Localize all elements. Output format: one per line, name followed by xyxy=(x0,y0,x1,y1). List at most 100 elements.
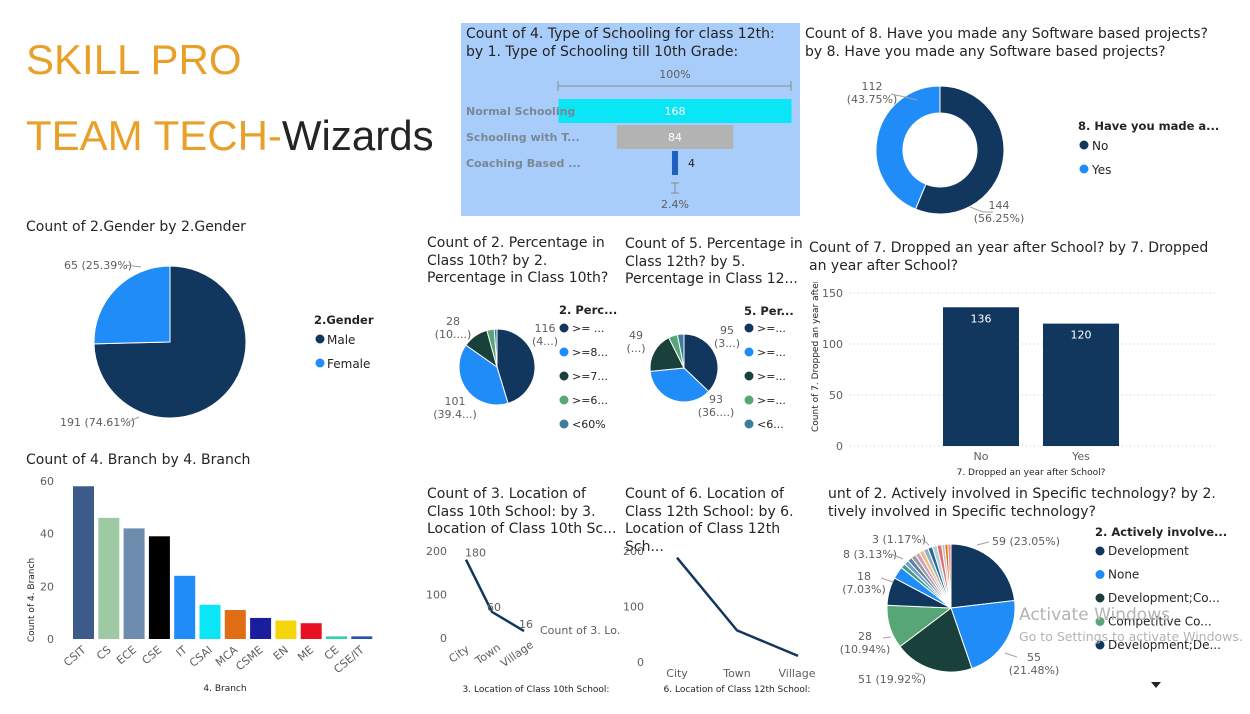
pct12-legend-3: >=... xyxy=(757,394,786,407)
pct10-legend-title: 2. Perc... xyxy=(559,303,617,317)
branch-title: Count of 4. Branch by 4. Branch xyxy=(26,452,251,468)
branch-bar-3 xyxy=(148,536,170,639)
pct12-label-1-0: 93 xyxy=(709,393,723,406)
pct10-slice-0 xyxy=(496,328,536,404)
pct12-slice-2 xyxy=(649,336,685,372)
pct10-legend-dot-2 xyxy=(559,371,569,381)
loc10-point-label-0: 180 xyxy=(465,547,486,560)
gender-legend-title: 2.Gender xyxy=(314,313,374,327)
funnel-bottom-label: 2.4% xyxy=(661,198,689,211)
dropped-xlabel: 7. Dropped an year after School? xyxy=(957,468,1106,478)
funnel-value-1: 84 xyxy=(668,131,682,144)
dropped-bar-1 xyxy=(1043,323,1119,446)
software-label-no-1: (56.25%) xyxy=(974,212,1025,225)
dropped-chart: Count of 7. Dropped an year after... 0 50… xyxy=(811,282,1215,478)
loc12-category-1: Town xyxy=(722,667,751,680)
tech-legend-1: None xyxy=(1108,568,1139,582)
software-slice-0 xyxy=(914,85,1005,215)
funnel-category-0: Normal Schooling xyxy=(466,105,575,118)
software-legend-yes: Yes xyxy=(1091,163,1111,177)
funnel-category-1: Schooling with T... xyxy=(466,131,580,144)
activate-windows-subtitle: Go to Settings to activate Windows. xyxy=(1019,629,1243,644)
tech-label-1-1: (21.48%) xyxy=(1009,664,1060,677)
tech-legend-dot-0 xyxy=(1095,546,1105,556)
pct10-legend-4: <60% xyxy=(572,418,606,431)
pct12-label-0-0: 95 xyxy=(720,324,734,337)
pct12-slice-0 xyxy=(683,333,719,393)
dropped-category-0: No xyxy=(974,450,989,463)
pct10-label-2-0: 28 xyxy=(446,315,460,328)
dropped-ytick-3: 150 xyxy=(822,287,843,300)
tech-label-4-0: 18 xyxy=(857,570,871,583)
gender-slice-1 xyxy=(93,265,171,345)
dropped-category-1: Yes xyxy=(1071,450,1090,463)
branch-ytick-1: 20 xyxy=(40,580,54,593)
branch-bar-9 xyxy=(300,623,322,639)
activate-windows-title: Activate Windows xyxy=(1019,605,1170,625)
pct10-chart: 116(4...) 101(39.4...) 28(10....) 2. Perc.… xyxy=(433,303,617,431)
gender-chart: 191 (74.61%) 65 (25.39%) 2.Gender Male Fe… xyxy=(60,259,374,429)
tech-legend-4: Development;De... xyxy=(1108,638,1221,652)
loc12-line xyxy=(676,556,799,658)
software-leader-no xyxy=(969,206,993,213)
branch-bar-5 xyxy=(199,604,221,639)
brand-line2: TEAM TECH-Wizards xyxy=(26,112,434,160)
tech-label-2-0: 51 (19.92%) xyxy=(858,673,926,686)
pct12-chart: 95(3...) 93(36....) 49(...) 5. Per... >=..… xyxy=(626,304,793,431)
branch-category-2: ECE xyxy=(114,643,139,667)
branch-ytick-2: 40 xyxy=(40,528,54,541)
funnel-bar-1 xyxy=(616,125,734,149)
tech-title: unt of 2. Actively involved in Specific … xyxy=(828,486,1228,521)
branch-xlabel: 4. Branch xyxy=(203,684,246,694)
branch-category-4: IT xyxy=(174,643,190,660)
tech-legend-dot-1 xyxy=(1095,570,1105,579)
tech-legend-dot-2 xyxy=(1095,593,1105,603)
tech-leader-1 xyxy=(1004,652,1018,658)
pct12-slice-1 xyxy=(649,367,710,403)
software-legend-no: No xyxy=(1092,139,1108,153)
software-title: Count of 8. Have you made any Software b… xyxy=(805,26,1208,60)
pct12-title: Count of 5. Percentage in Class 12th? by… xyxy=(625,236,803,287)
branch-category-0: CSIT xyxy=(61,643,88,669)
tech-title-line1: unt of 2. Actively involved in Specific … xyxy=(828,486,1216,502)
pct10-label-0-0: 116 xyxy=(535,322,556,335)
branch-category-5: CSAI xyxy=(187,643,215,669)
loc10-xlabel: 3. Location of Class 10th School: xyxy=(463,685,610,695)
branch-bar-2 xyxy=(123,528,145,639)
branch-bar-7 xyxy=(250,617,272,639)
software-legend-dot-no xyxy=(1079,140,1089,150)
gender-legend-dot-female xyxy=(315,358,325,368)
branch-bar-6 xyxy=(224,610,246,639)
pct10-legend-dot-0 xyxy=(559,323,569,333)
software-legend-title: 8. Have you made a... xyxy=(1078,119,1219,133)
loc12-ytick-1: 100 xyxy=(623,601,644,614)
branch-ytick-3: 60 xyxy=(40,475,54,488)
pct12-legend-dot-0 xyxy=(744,323,754,333)
pct12-label-2-1: (...) xyxy=(626,342,645,355)
scroll-down-icon[interactable] xyxy=(1151,682,1161,688)
dropped-ytick-1: 50 xyxy=(829,389,843,402)
pct10-legend-dot-3 xyxy=(559,395,569,405)
branch-bar-10 xyxy=(326,636,347,639)
gender-legend-female: Female xyxy=(327,357,370,371)
funnel-panel[interactable]: Count of 4. Type of Schooling for class … xyxy=(461,23,800,216)
tech-legend-dot-4 xyxy=(1095,640,1105,650)
pct10-legend-0: >= ... xyxy=(572,322,604,335)
branch-ytick-0: 0 xyxy=(47,633,54,646)
pct10-label-2-1: (10....) xyxy=(435,328,472,341)
pct10-label-0-1: (4...) xyxy=(532,335,558,348)
tech-leader-3 xyxy=(882,636,892,639)
gender-label-male: 191 (74.61%) xyxy=(60,416,135,429)
pct10-label-1-1: (39.4...) xyxy=(433,408,477,421)
loc10-point-label-2: 16 xyxy=(519,618,533,631)
tech-slice-0 xyxy=(950,543,1016,609)
pct10-legend-dot-1 xyxy=(559,347,569,357)
loc12-category-0: City xyxy=(666,667,688,680)
gender-leader-male xyxy=(127,416,140,423)
software-slice-1 xyxy=(875,85,941,210)
tech-slice-2 xyxy=(899,607,973,673)
pct10-legend-dot-4 xyxy=(559,419,569,429)
tech-legend-dot-3 xyxy=(1095,617,1105,626)
branch-bar-11 xyxy=(351,636,373,639)
loc10-ytick-2: 200 xyxy=(426,545,447,558)
